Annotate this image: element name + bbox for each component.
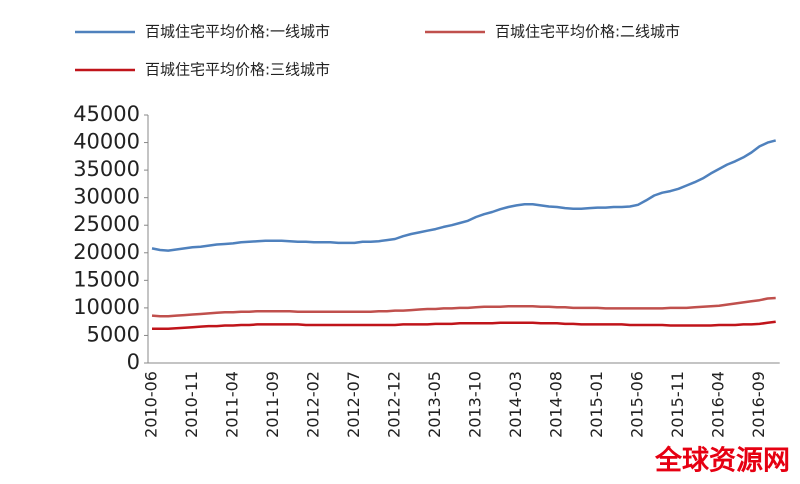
x-tick-label: 2012-02 bbox=[304, 371, 323, 438]
x-tick-label: 2012-12 bbox=[385, 371, 404, 438]
y-tick-label: 25000 bbox=[73, 212, 140, 236]
y-tick-label: 15000 bbox=[73, 267, 140, 291]
x-tick-label: 2014-03 bbox=[506, 371, 525, 438]
x-tick-label: 2010-11 bbox=[182, 371, 201, 438]
x-tick-label: 2015-11 bbox=[668, 371, 687, 438]
x-tick-label: 2016-09 bbox=[749, 371, 768, 438]
legend-label: 百城住宅平均价格:二线城市 bbox=[495, 23, 680, 41]
legend-label: 百城住宅平均价格:三线城市 bbox=[145, 61, 330, 79]
y-tick-label: 40000 bbox=[73, 130, 140, 154]
x-tick-label: 2013-05 bbox=[425, 371, 444, 438]
y-tick-label: 30000 bbox=[73, 185, 140, 209]
x-tick-label: 2013-10 bbox=[466, 371, 485, 438]
series-line bbox=[151, 296, 776, 318]
series-line bbox=[152, 320, 776, 331]
y-tick-label: 5000 bbox=[87, 322, 140, 346]
y-tick-label: 0 bbox=[127, 350, 140, 374]
legend-label: 百城住宅平均价格:一线城市 bbox=[145, 23, 330, 41]
y-tick-label: 45000 bbox=[73, 102, 140, 126]
series-line bbox=[151, 139, 777, 252]
x-tick-label: 2012-07 bbox=[344, 371, 363, 438]
x-tick-label: 2011-09 bbox=[263, 371, 282, 438]
x-tick-label: 2014-08 bbox=[547, 371, 566, 438]
x-tick-label: 2011-04 bbox=[223, 371, 242, 438]
x-tick-label: 2015-06 bbox=[628, 371, 647, 438]
x-tick-label: 2010-06 bbox=[142, 371, 161, 438]
y-tick-label: 20000 bbox=[73, 240, 140, 264]
y-tick-label: 35000 bbox=[73, 157, 140, 181]
x-tick-label: 2016-04 bbox=[709, 371, 728, 438]
x-tick-label: 2015-01 bbox=[587, 371, 606, 438]
watermark: 全球资源网 bbox=[654, 445, 790, 477]
y-tick-label: 10000 bbox=[73, 295, 140, 319]
